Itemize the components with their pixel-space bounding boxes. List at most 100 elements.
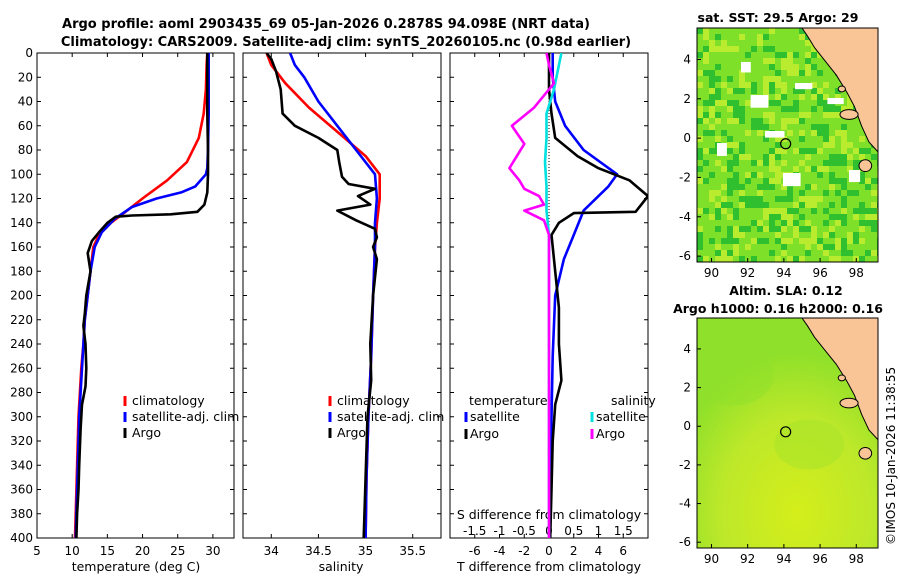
sst-cell [775, 148, 781, 154]
legend-t-satellite: satellite [470, 409, 520, 424]
y-tick-label: 120 [10, 192, 33, 206]
sst-cell [859, 208, 865, 214]
sst-cell [709, 196, 715, 202]
y-tick-label: 0 [25, 46, 33, 60]
sst-cell [847, 142, 853, 148]
sst-cell [823, 94, 829, 100]
sst-cloud-gap [849, 170, 861, 183]
sst-cell [793, 88, 799, 94]
sst-cell [721, 208, 727, 214]
s-tick-label: -0.5 [513, 524, 536, 538]
sst-cell [763, 226, 769, 232]
map-y-tick-label: -2 [679, 170, 691, 184]
sst-cell [757, 184, 763, 190]
sst-cell [769, 226, 775, 232]
sla-map-title-line1: Altim. SLA: 0.12 [729, 283, 842, 298]
sst-cell [739, 148, 745, 154]
series-line-s-argo [508, 53, 556, 538]
y-tick-label: 60 [18, 119, 33, 133]
y-tick-label: 340 [10, 458, 33, 472]
sst-cell [841, 106, 847, 112]
series-group [265, 53, 382, 538]
sst-cell [763, 160, 769, 166]
sst-cell [823, 160, 829, 166]
sst-cell [859, 220, 865, 226]
sst-cell [703, 52, 709, 58]
sst-cell [727, 226, 733, 232]
sst-cell [781, 82, 787, 88]
argo-position-marker [780, 138, 792, 150]
sst-cell [847, 166, 853, 172]
sst-cell [769, 214, 775, 220]
sst-cell [859, 238, 865, 244]
sst-cell [757, 172, 763, 178]
x-tick-label: 15 [100, 544, 115, 558]
sst-cell [715, 214, 721, 220]
s-tick-label: -1 [494, 524, 506, 538]
sst-cell [751, 124, 757, 130]
sst-cell [745, 154, 751, 160]
sst-cell [829, 226, 835, 232]
sst-cell [781, 124, 787, 130]
sst-cell [787, 52, 793, 58]
sst-cell [769, 178, 775, 184]
sst-cell [721, 184, 727, 190]
sst-cell [775, 100, 781, 106]
sst-cell [853, 214, 859, 220]
temperature-panel: temperature (deg C) climatology satellit… [10, 46, 239, 574]
sst-cell [709, 130, 715, 136]
sst-cell [763, 124, 769, 130]
sst-cell [697, 28, 703, 34]
sst-cell [787, 208, 793, 214]
sst-cell [715, 100, 721, 106]
sst-cell [763, 58, 769, 64]
sla-blob [697, 345, 774, 406]
sst-cell [697, 244, 703, 250]
sst-cell [841, 220, 847, 226]
sst-cell [805, 250, 811, 256]
sst-cell [769, 46, 775, 52]
sst-cell [799, 130, 805, 136]
sst-cell [763, 76, 769, 82]
sst-cell [817, 166, 823, 172]
sst-cell [739, 82, 745, 88]
s-tick-label: 1.5 [614, 524, 633, 538]
sst-cell [793, 64, 799, 70]
sst-cell [835, 94, 841, 100]
sst-cell [829, 232, 835, 238]
sst-cell [823, 100, 829, 106]
sst-cell [697, 226, 703, 232]
sst-cell [757, 124, 763, 130]
sst-cell [745, 130, 751, 136]
sst-cell [721, 130, 727, 136]
y-tick-label: 160 [10, 240, 33, 254]
land-sumatra [801, 318, 878, 441]
sst-cell [697, 232, 703, 238]
sst-cell [811, 202, 817, 208]
temperature-xlabel: temperature (deg C) [72, 559, 201, 574]
sst-cell [859, 226, 865, 232]
difference-legend: temperature salinity satellite Argo sate… [464, 393, 656, 441]
sst-cell [757, 196, 763, 202]
sst-cell [835, 160, 841, 166]
sst-cell [709, 112, 715, 118]
island [837, 374, 846, 382]
y-tick-label: 220 [10, 313, 33, 327]
series-line-satellite-adj-clim [74, 53, 210, 538]
sst-cell [733, 112, 739, 118]
x-tick-label: 35.5 [399, 544, 426, 558]
sst-cell [817, 70, 823, 76]
sst-cell [817, 244, 823, 250]
sst-cell [733, 154, 739, 160]
sst-cell [793, 226, 799, 232]
sst-cell [715, 118, 721, 124]
sst-cell [835, 214, 841, 220]
sst-cell [709, 100, 715, 106]
map-x-tick-label: 92 [740, 266, 755, 280]
sst-cell [811, 148, 817, 154]
sst-cell [811, 88, 817, 94]
sst-cell [775, 178, 781, 184]
sst-cell [757, 160, 763, 166]
sst-cell [745, 82, 751, 88]
sst-cell [847, 232, 853, 238]
